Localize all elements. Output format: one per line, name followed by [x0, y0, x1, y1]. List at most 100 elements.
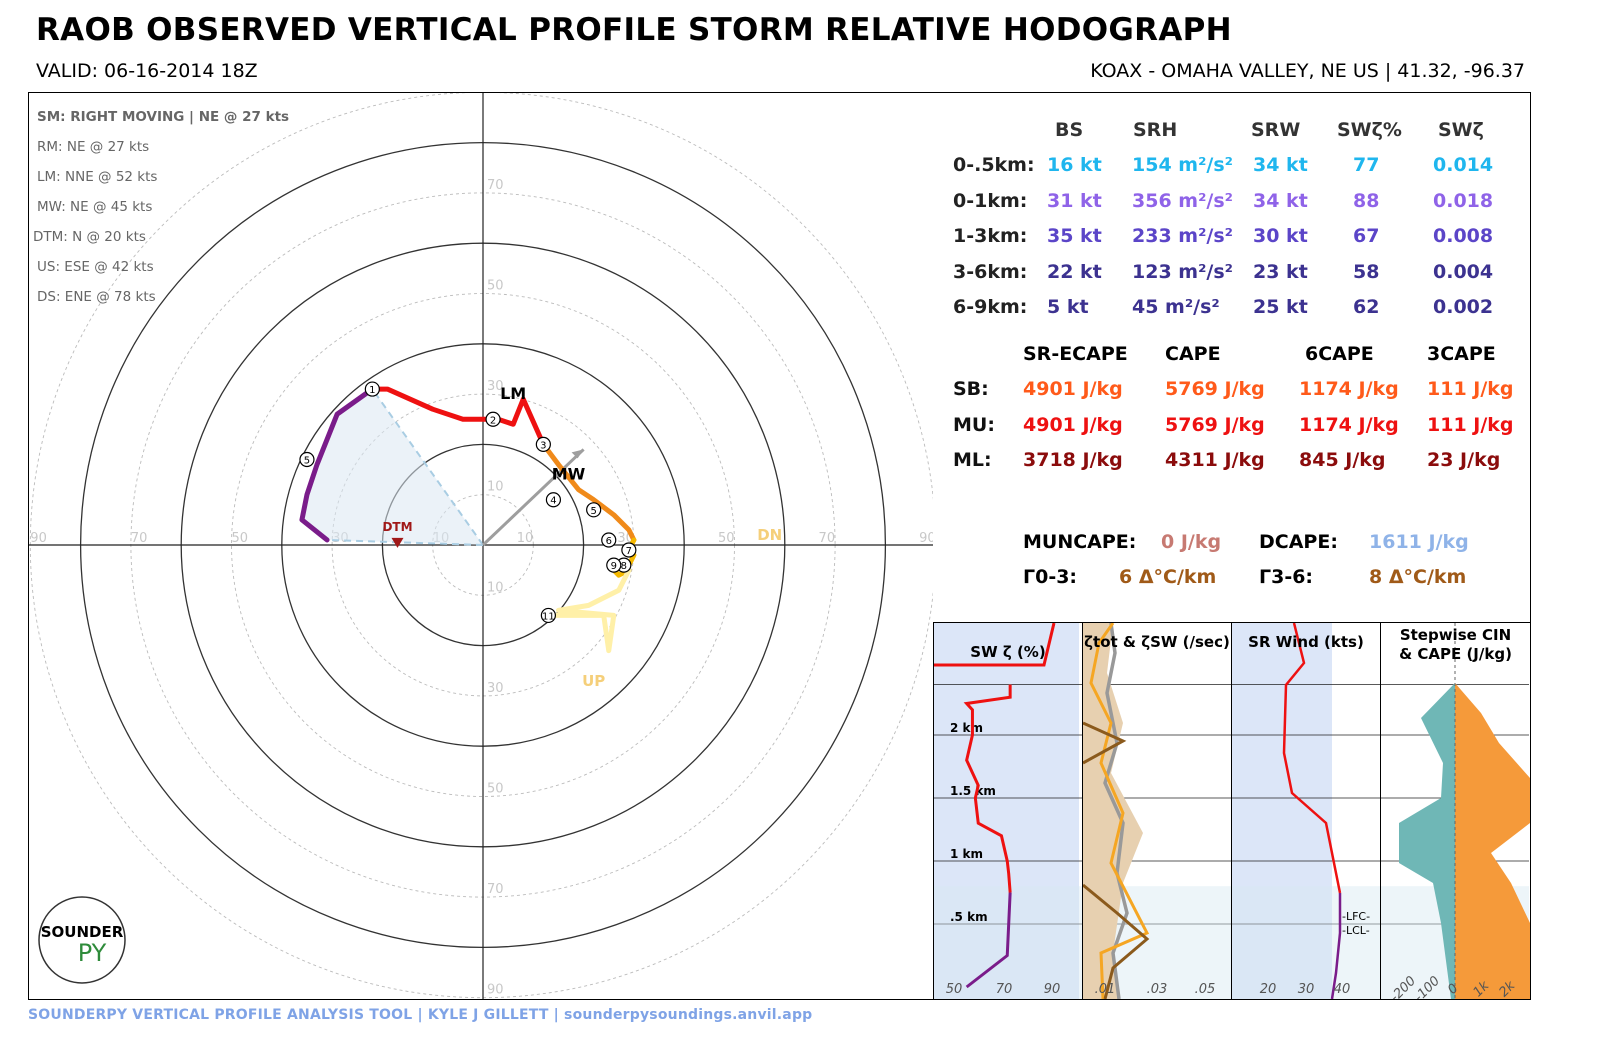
sr-wind-line-upper	[1282, 623, 1342, 894]
x-tick-0: 20	[1260, 982, 1277, 997]
height-marker-circle	[601, 532, 617, 548]
x-tick-2: .05	[1195, 982, 1216, 997]
hodograph-plot: 1010101030303030505050507070707090909090…	[29, 93, 934, 999]
logo-text-py: PY	[78, 939, 107, 967]
downshear-text: DS: ENE @ 78 kts	[37, 289, 156, 305]
thermo-value-1-2: 1174 J/kg	[1299, 413, 1399, 436]
kinematics-value-4-0: 5 kt	[1047, 296, 1089, 318]
kinematics-value-0-3: 77	[1353, 154, 1380, 176]
ring-label-90-3: 90	[487, 983, 504, 998]
storm-motion-title: SM: RIGHT MOVING | NE @ 27 kts	[37, 109, 290, 125]
mean-wind-text: MW: NE @ 45 kts	[37, 199, 153, 215]
ring-label-10-2: 10	[487, 480, 504, 495]
right-mover-text: RM: NE @ 27 kts	[37, 139, 150, 155]
ring-label-50-0: 50	[718, 531, 735, 546]
sw-vorticity-title: SW ζ (%)	[970, 643, 1046, 661]
marker-label-mw: MW	[552, 465, 586, 484]
sw-vorticity-plot: .5 km 1 km 1.5 km 2 km 50 70 90	[934, 623, 1082, 999]
ring-label-70-3: 70	[487, 882, 504, 897]
height-marker-label: 3	[540, 440, 546, 451]
ring-label-30-3: 30	[487, 681, 504, 696]
kinematics-value-1-1: 356 m²/s²	[1132, 189, 1233, 212]
height-label-0: .5 km	[950, 910, 988, 924]
sw-vorticity-line-low	[965, 892, 1012, 989]
ring-label-90-0: 90	[919, 531, 934, 546]
dtm-triangle	[391, 537, 404, 548]
ring-label-70-2: 70	[487, 178, 504, 193]
sw-vorticity-line	[1089, 623, 1150, 999]
marker-label-lm: LM	[500, 384, 526, 403]
kinematics-value-4-3: 62	[1353, 296, 1380, 318]
height-label-3: 2 km	[950, 721, 983, 735]
kinematics-row-label-1: 0-1km:	[953, 189, 1028, 212]
kinematics-value-2-0: 35 kt	[1047, 225, 1102, 247]
height-marker-circle	[545, 492, 562, 508]
sr-wind-plot: -LFC--LCL- 20 30 40	[1232, 623, 1380, 999]
height-marker-circle	[535, 436, 551, 452]
kinematics-value-4-2: 25 kt	[1253, 296, 1308, 318]
dcape-value: 1611 J/kg	[1369, 531, 1469, 553]
height-marker-circle	[606, 557, 622, 573]
inflow-layer-shading	[1232, 886, 1380, 999]
kinematics-header-4: SWζ	[1438, 119, 1484, 141]
kinematics-row-label-2: 1-3km:	[953, 225, 1028, 247]
height-marker-label: 7	[626, 546, 632, 557]
height-label-1: 1 km	[950, 847, 983, 861]
kinematics-row-label-4: 6-9km:	[953, 296, 1028, 318]
ring-label-10-3: 10	[487, 580, 504, 595]
kinematics-value-4-1: 45 m²/s²	[1132, 296, 1220, 318]
vorticity-title: ζtot & ζSW (/sec)	[1084, 633, 1230, 651]
hodograph-segment-5	[545, 567, 632, 654]
height-marker-9km: 9	[606, 557, 622, 573]
vorticity-segment-upper	[1083, 721, 1127, 765]
thermo-value-0-1: 5769 J/kg	[1165, 378, 1265, 400]
height-marker-label: 6	[606, 536, 612, 547]
height-marker-3km: 3	[535, 436, 551, 452]
deviant-tornado-motion-text: DTM: N @ 20 kts	[33, 229, 146, 245]
sw-vorticity-panel: .5 km 1 km 1.5 km 2 km 50 70 90 SW ζ (%)	[933, 622, 1082, 1000]
dcape-label: DCAPE:	[1259, 531, 1338, 553]
height-marker-label: 5	[304, 455, 310, 466]
kinematics-value-0-1: 154 m²/s²	[1132, 154, 1233, 176]
marker-label-dtm: DTM	[382, 520, 412, 534]
chart-title: RAOB OBSERVED VERTICAL PROFILE STORM REL…	[36, 12, 1232, 48]
height-marker-5km: 5	[586, 502, 602, 518]
background-fill	[1232, 623, 1332, 999]
thermo-row-label-1: MU:	[953, 413, 995, 436]
thermo-header-2: 6CAPE	[1305, 343, 1374, 365]
kinematics-value-3-4: 0.004	[1433, 260, 1494, 283]
sr-wind-line-lower	[1330, 893, 1342, 999]
x-tick-2: 90	[1044, 982, 1061, 997]
kinematics-value-2-2: 30 kt	[1253, 225, 1308, 247]
height-marker-circle	[299, 451, 315, 468]
height-marker-6km: 6	[601, 532, 617, 548]
cin-cape-panel: -200 -100 0 1k 2k Stepwise CIN & CAPE (J/kg)	[1380, 622, 1531, 1000]
sw-vorticity-line-high	[963, 684, 1012, 893]
kinematics-value-2-3: 67	[1353, 225, 1380, 247]
kinematics-header-3: SWζ%	[1337, 119, 1402, 141]
cin-area	[1399, 623, 1455, 999]
cape-area	[1455, 623, 1530, 999]
height-marker-label: 2	[490, 415, 496, 426]
kinematics-value-1-2: 34 kt	[1253, 189, 1308, 212]
ring-label-50-3: 50	[487, 782, 504, 797]
muncape-value: 0 J/kg	[1161, 531, 1222, 553]
sr-wind-panel: -LFC- -LCL- 20 30 40 SR Wind (kts)	[1231, 622, 1380, 1000]
muncape-label: MUNCAPE:	[1023, 531, 1137, 553]
ring-label-70-1: 70	[131, 531, 148, 546]
cin-cape-plot: -200-100 0 1k 2k	[1381, 623, 1530, 999]
kinematics-value-2-1: 233 m²/s²	[1132, 225, 1233, 247]
hodograph-segment-1	[299, 386, 375, 543]
vorticity-panel: .01 .03 .05 ζtot & ζSW (/sec)	[1082, 622, 1231, 1000]
total-vorticity-line	[1103, 623, 1129, 999]
thermo-value-0-2: 1174 J/kg	[1299, 378, 1399, 400]
background-fill	[934, 623, 1079, 999]
thermo-header-0: SR-ECAPE	[1023, 343, 1128, 365]
lapse-rate-3-6-value: 8 Δ°C/km	[1369, 566, 1467, 588]
vorticity-fill	[1083, 623, 1143, 999]
marker-label-up: UP	[582, 672, 605, 690]
height-marker-circle	[586, 502, 602, 518]
ring-label-50-1: 50	[232, 531, 249, 546]
thermo-value-0-0: 4901 J/kg	[1023, 378, 1123, 400]
thermo-value-0-3: 111 J/kg	[1427, 378, 1514, 400]
